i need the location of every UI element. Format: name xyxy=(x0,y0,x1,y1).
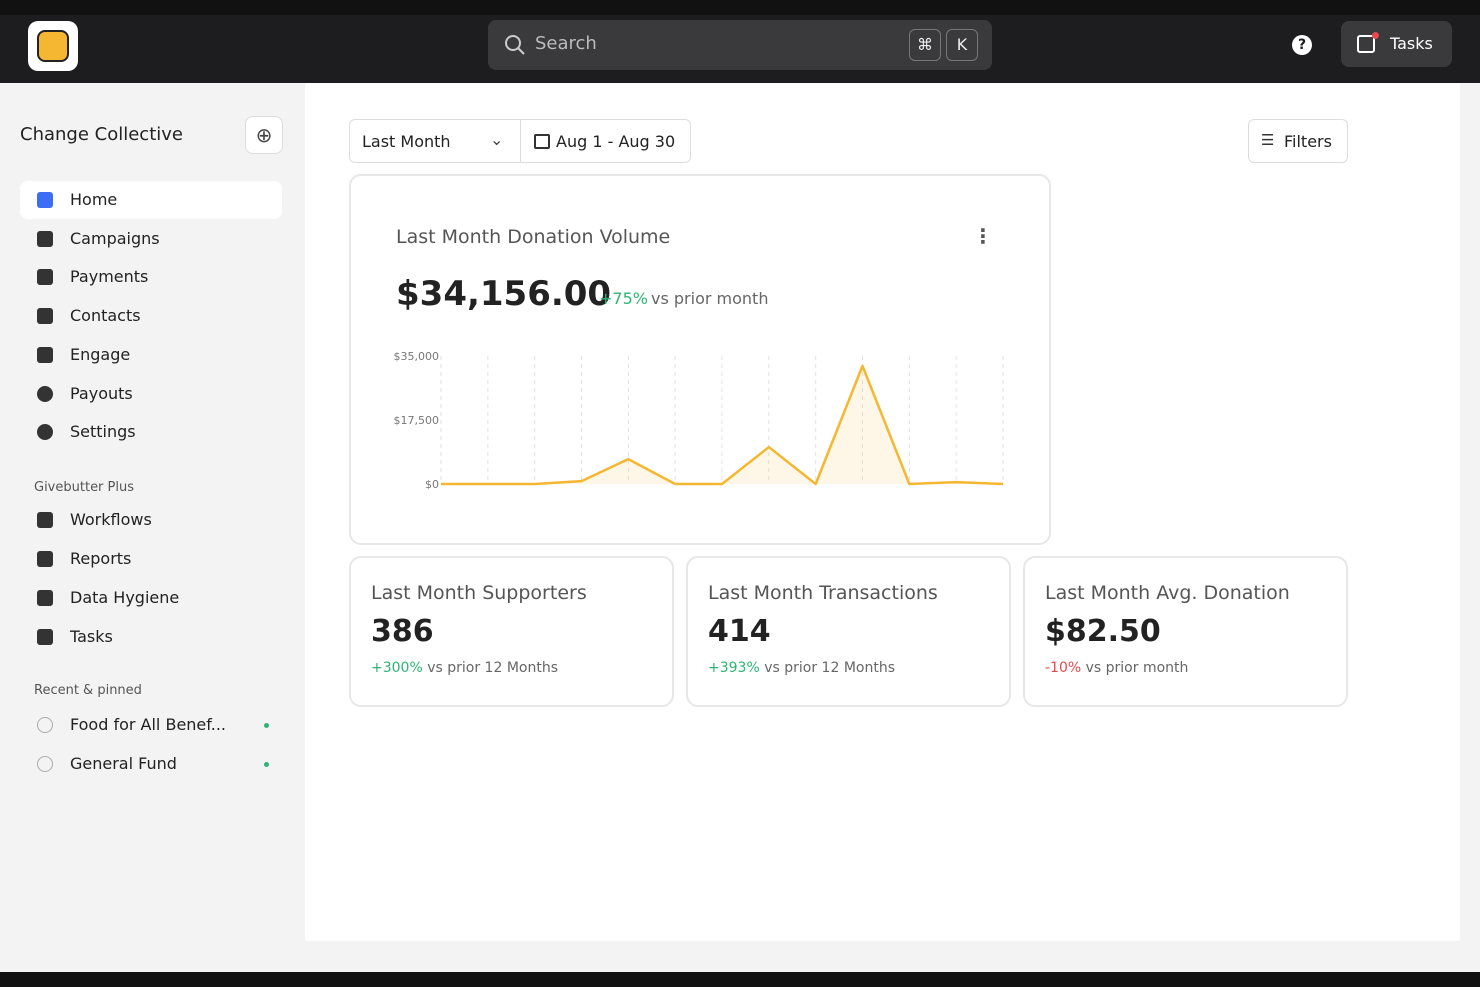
date-range[interactable]: Aug 1 - Aug 30 xyxy=(521,119,691,163)
stat-card: Last Month Avg. Donation $82.50 -10% vs pr… xyxy=(1023,556,1348,707)
nav-item[interactable]: Data Hygiene xyxy=(20,579,282,617)
stat-note-text: vs prior month xyxy=(1085,660,1189,676)
area xyxy=(441,365,1003,484)
tasks-button[interactable]: Tasks xyxy=(1341,21,1452,67)
nav-label: Engage xyxy=(70,345,131,364)
search-box[interactable]: Search ⌘ K xyxy=(488,20,992,70)
nav-item[interactable]: Settings xyxy=(20,413,282,451)
nav-item[interactable]: Tasks xyxy=(20,618,282,656)
nav-item[interactable]: Workflows xyxy=(20,501,282,539)
section-title: Recent & pinned xyxy=(34,683,142,698)
stat-change: +393% xyxy=(708,660,760,676)
org-name[interactable]: Change Collective xyxy=(20,124,183,145)
help-button[interactable]: ? xyxy=(1292,35,1312,55)
recent-label: General Fund xyxy=(70,754,177,773)
logo[interactable] xyxy=(28,21,78,71)
nav-label: Home xyxy=(70,190,118,209)
add-button[interactable]: ⊕ xyxy=(245,116,283,154)
y-tick-label: $35,000 xyxy=(394,350,440,363)
nav-label: Data Hygiene xyxy=(70,588,180,607)
stat-note: +300% vs prior 12 Months xyxy=(371,660,558,676)
nav-item[interactable]: Payouts xyxy=(20,375,282,413)
chart: $0 $17,500 $35,000 xyxy=(394,350,1004,491)
nav-label: Tasks xyxy=(70,627,113,646)
nav-item[interactable]: Contacts xyxy=(20,297,282,335)
recent-item[interactable]: Food for All Benef... xyxy=(20,706,282,744)
nav-label: Reports xyxy=(70,549,132,568)
stat-title: Last Month Supporters xyxy=(371,582,587,604)
nav-label: Payouts xyxy=(70,384,133,403)
period-label: Last Month xyxy=(362,132,451,151)
stat-note-text: vs prior 12 Months xyxy=(764,660,895,676)
stat-title: Last Month Transactions xyxy=(708,582,938,604)
change-value: +75% xyxy=(599,289,648,308)
stat-change: -10% xyxy=(1045,660,1082,676)
footer-strip xyxy=(305,941,1460,972)
y-tick-label: $17,500 xyxy=(394,414,440,427)
shortcut-key: ⌘ xyxy=(909,29,941,61)
stat-card: Last Month Supporters 386 +300% vs prior 1… xyxy=(349,556,674,707)
y-tick-label: $0 xyxy=(425,478,439,491)
stat-value: $82.50 xyxy=(1045,614,1161,649)
nav-item[interactable]: Home xyxy=(20,181,282,219)
total-value: $34,156.00 xyxy=(396,274,612,314)
search-placeholder: Search xyxy=(535,33,597,54)
stat-note: -10% vs prior month xyxy=(1045,660,1188,676)
stat-note: +393% vs prior 12 Months xyxy=(708,660,895,676)
section-title: Givebutter Plus xyxy=(34,480,135,495)
card-title: Last Month Donation Volume xyxy=(396,226,671,248)
stat-card: Last Month Transactions 414 +393% vs prior… xyxy=(686,556,1011,707)
stat-value: 386 xyxy=(371,614,434,649)
filters-button[interactable]: ☰ Filters xyxy=(1248,119,1348,163)
filters-label: Filters xyxy=(1284,132,1332,151)
nav-item[interactable]: Reports xyxy=(20,540,282,578)
stat-value: 414 xyxy=(708,614,771,649)
nav-label: Workflows xyxy=(70,510,152,529)
nav-label: Contacts xyxy=(70,306,141,325)
search-icon xyxy=(505,35,525,55)
top-bar: Search ⌘ K ? Tasks xyxy=(0,15,1480,83)
more-menu[interactable]: ⋮ xyxy=(973,224,993,248)
sidebar: Change Collective ⊕ Home Campaigns Payme… xyxy=(0,83,305,972)
nav-label: Settings xyxy=(70,422,136,441)
line xyxy=(441,364,1004,486)
shortcut-key: K xyxy=(946,29,978,61)
gutter xyxy=(1460,83,1480,972)
nav-item[interactable]: Engage xyxy=(20,336,282,374)
nav-label: Campaigns xyxy=(70,229,160,248)
main-content: Last Month ⌄ Aug 1 - Aug 30 ☰ Filters Last… xyxy=(305,83,1460,941)
donation-card: Last Month Donation Volume ⋮ $34,156.00 … xyxy=(349,174,1051,545)
recent-label: Food for All Benef... xyxy=(70,715,226,734)
change-note: vs prior month xyxy=(651,289,769,308)
period-select[interactable]: Last Month ⌄ xyxy=(349,119,521,163)
stat-change: +300% xyxy=(371,660,423,676)
stat-note-text: vs prior 12 Months xyxy=(427,660,558,676)
nav-item[interactable]: Payments xyxy=(20,258,282,296)
tasks-label: Tasks xyxy=(1390,34,1433,53)
nav-label: Payments xyxy=(70,267,149,286)
date-range-label: Aug 1 - Aug 30 xyxy=(556,132,676,151)
stat-title: Last Month Avg. Donation xyxy=(1045,582,1290,604)
nav-item[interactable]: Campaigns xyxy=(20,220,282,258)
recent-item[interactable]: General Fund xyxy=(20,745,282,783)
